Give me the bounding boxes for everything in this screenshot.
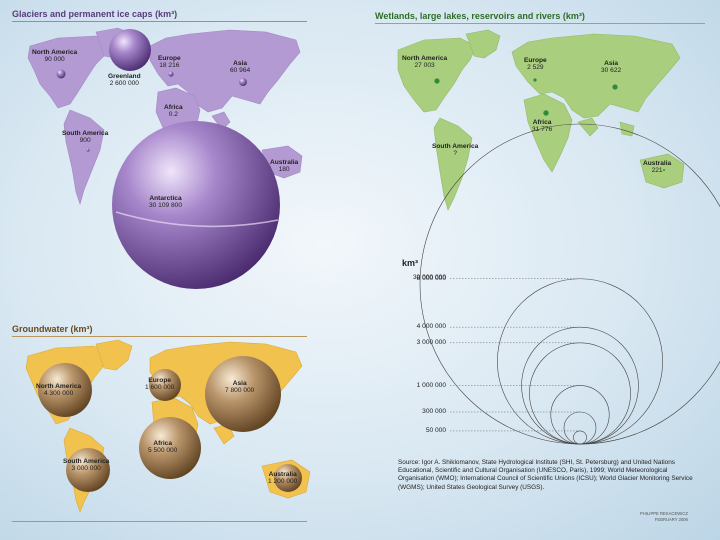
credit: PHILIPPE REKACEWICZ FEBRUARY 2006 xyxy=(640,511,688,522)
glacier-sphere-north-america xyxy=(56,69,66,79)
groundwater-sphere-south-america xyxy=(66,448,110,492)
glaciers-rule xyxy=(12,21,307,22)
glacier-label-australia: Australia 180 xyxy=(270,159,299,174)
scale-circle xyxy=(497,278,663,445)
wetland-label-north-america: North America 27 003 xyxy=(402,55,448,70)
scale-title: km³ xyxy=(402,258,419,268)
scale-top-label: 30 000 000 xyxy=(412,274,446,281)
antarctica-shading xyxy=(115,211,279,228)
glacier-sphere-europe xyxy=(168,71,174,77)
groundwater-rule xyxy=(12,336,307,337)
glacier-sphere-antarctica xyxy=(112,121,280,289)
glacier-label-south-america: South America 900 xyxy=(62,130,109,145)
world-map-glaciers-icon xyxy=(27,27,303,206)
wetland-label-africa: Africa 31 776 xyxy=(532,119,553,134)
groundwater-sphere-asia xyxy=(205,356,281,432)
scale-level-label: 8 000 000 xyxy=(416,274,446,282)
scale-level-label: 50 000 xyxy=(425,426,446,434)
groundwater-title: Groundwater (km³) xyxy=(12,324,93,334)
groundwater-label-australia: Australia 1 200 000 xyxy=(268,471,298,486)
wetland-label-south-america: South America? xyxy=(432,143,479,158)
wetlands-rule xyxy=(375,23,705,24)
scale-level-label: 300 000 xyxy=(422,408,446,415)
wetland-dot-asia xyxy=(612,84,618,90)
groundwater-label-europe: Europe 1 600 000 xyxy=(145,377,175,392)
scale-circle xyxy=(529,342,631,445)
glacier-label-asia: Asia 60 964 xyxy=(230,60,251,75)
groundwater-label-south-america: South America 3 000 000 xyxy=(63,458,110,473)
scale-circle xyxy=(573,430,587,445)
wetland-dot-australia xyxy=(663,169,665,171)
wetland-dot-north-america xyxy=(434,78,440,84)
scale-circle xyxy=(563,411,597,445)
glacier-sphere-greenland xyxy=(109,29,151,71)
glacier-label-europe: Europe 18 216 xyxy=(158,55,181,70)
world-map-wetlands-icon xyxy=(397,29,685,211)
groundwater-sphere-europe xyxy=(149,369,181,401)
glaciers-title: Glaciers and permanent ice caps (km³) xyxy=(12,9,178,19)
scale-circle xyxy=(550,385,610,445)
glacier-label-north-america: North America 90 000 xyxy=(32,49,78,64)
wetland-dot-europe xyxy=(533,78,537,82)
groundwater-bottom-rule xyxy=(12,521,307,522)
groundwater-sphere-africa xyxy=(139,417,201,479)
groundwater-sphere-australia xyxy=(274,464,302,492)
source-note: Source: Igor A. Shiklomanov, State Hydro… xyxy=(398,459,693,491)
scale-level-label: 3 000 000 xyxy=(416,338,446,346)
glacier-label-antarctica: Antarctica 30 109 800 xyxy=(149,195,183,210)
groundwater-label-africa: Africa 5 500 000 xyxy=(148,440,178,455)
wetland-dot-africa xyxy=(543,110,549,116)
scale-level-label: 1 000 000 xyxy=(416,381,446,389)
wetland-label-australia: Australia 221 xyxy=(643,160,672,175)
wetland-label-asia: Asia 30 622 xyxy=(601,60,622,75)
groundwater-label-north-america: North America 4 300 000 xyxy=(36,383,82,398)
groundwater-sphere-north-america xyxy=(38,363,92,417)
glacier-sphere-asia xyxy=(239,78,247,86)
wetland-label-europe: Europe 2 529 xyxy=(524,57,547,72)
scale-level-label: 4 000 000 xyxy=(416,323,446,331)
glacier-label-africa: Africa 0.2 xyxy=(164,104,183,119)
groundwater-label-asia: Asia 7 800 000 xyxy=(225,380,255,395)
wetlands-title: Wetlands, large lakes, reservoirs and ri… xyxy=(375,11,585,21)
glacier-label-greenland: Greenland 2 600 000 xyxy=(108,73,141,88)
scale-circles xyxy=(419,123,720,445)
glacier-sphere-south-america xyxy=(86,148,90,152)
